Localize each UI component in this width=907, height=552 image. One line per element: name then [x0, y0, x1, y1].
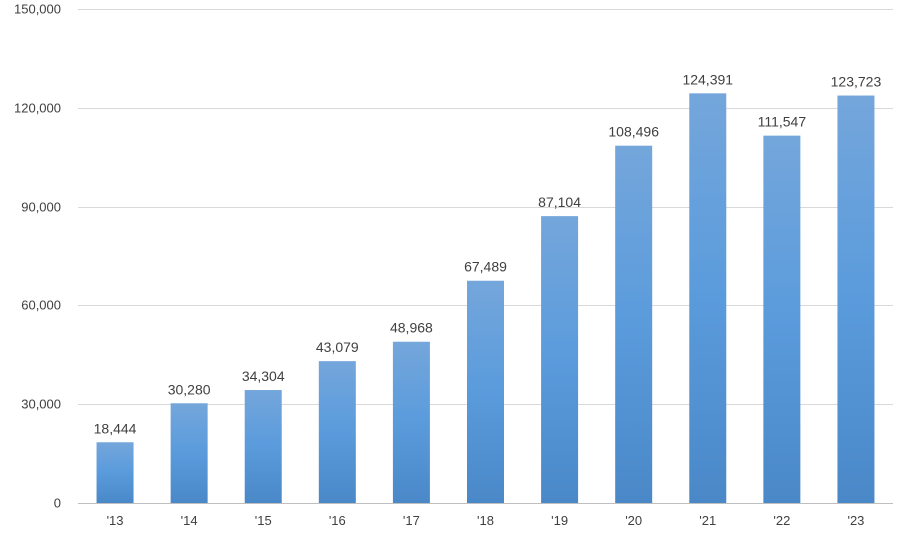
x-tick-label: '13	[107, 513, 124, 528]
bar	[392, 341, 430, 503]
bar	[244, 390, 282, 503]
bar	[467, 280, 504, 503]
x-tick-label: '17	[403, 513, 420, 528]
data-label: 30,280	[168, 381, 211, 397]
data-label: 124,391	[682, 71, 733, 87]
bar	[318, 361, 356, 503]
data-label: 43,079	[316, 339, 359, 355]
data-label: 34,304	[242, 368, 285, 384]
data-label: 111,547	[758, 114, 807, 130]
bar	[170, 403, 208, 503]
x-tick-label: '21	[699, 513, 716, 528]
y-tick-label: 120,000	[14, 101, 61, 116]
bar	[96, 442, 134, 503]
x-tick-label: '15	[255, 513, 272, 528]
bar	[689, 93, 727, 503]
y-tick-label: 0	[54, 496, 61, 511]
y-tick-label: 150,000	[14, 2, 61, 17]
x-tick-label: '18	[477, 513, 494, 528]
x-tick-label: '14	[181, 513, 198, 528]
y-axis-tick-labels: 0 30,000 60,000 90,000 120,000 150,000	[14, 2, 61, 511]
data-labels: 18,444 30,280 34,304 43,079 48,968 67,489 87,1…	[94, 71, 882, 436]
data-label: 67,489	[464, 259, 507, 275]
x-axis-tick-labels: '13 '14 '15 '16 '17 '18 '19 '20 '21 '22 '23	[107, 513, 865, 528]
bars	[96, 93, 875, 504]
x-tick-label: '23	[847, 513, 864, 528]
data-label: 18,444	[94, 420, 137, 436]
x-tick-label: '19	[551, 513, 568, 528]
data-label: 108,496	[608, 124, 659, 140]
x-tick-label: '16	[329, 513, 346, 528]
bar	[763, 135, 801, 503]
y-tick-label: 90,000	[21, 200, 61, 215]
data-label: 123,723	[831, 74, 882, 90]
x-tick-label: '22	[773, 513, 790, 528]
data-label: 87,104	[538, 194, 581, 210]
data-label: 48,968	[390, 320, 433, 336]
y-tick-label: 30,000	[21, 397, 61, 412]
bar	[615, 145, 653, 503]
x-tick-label: '20	[625, 513, 642, 528]
y-tick-label: 60,000	[21, 298, 61, 313]
bar	[837, 95, 875, 504]
bar	[541, 216, 579, 503]
